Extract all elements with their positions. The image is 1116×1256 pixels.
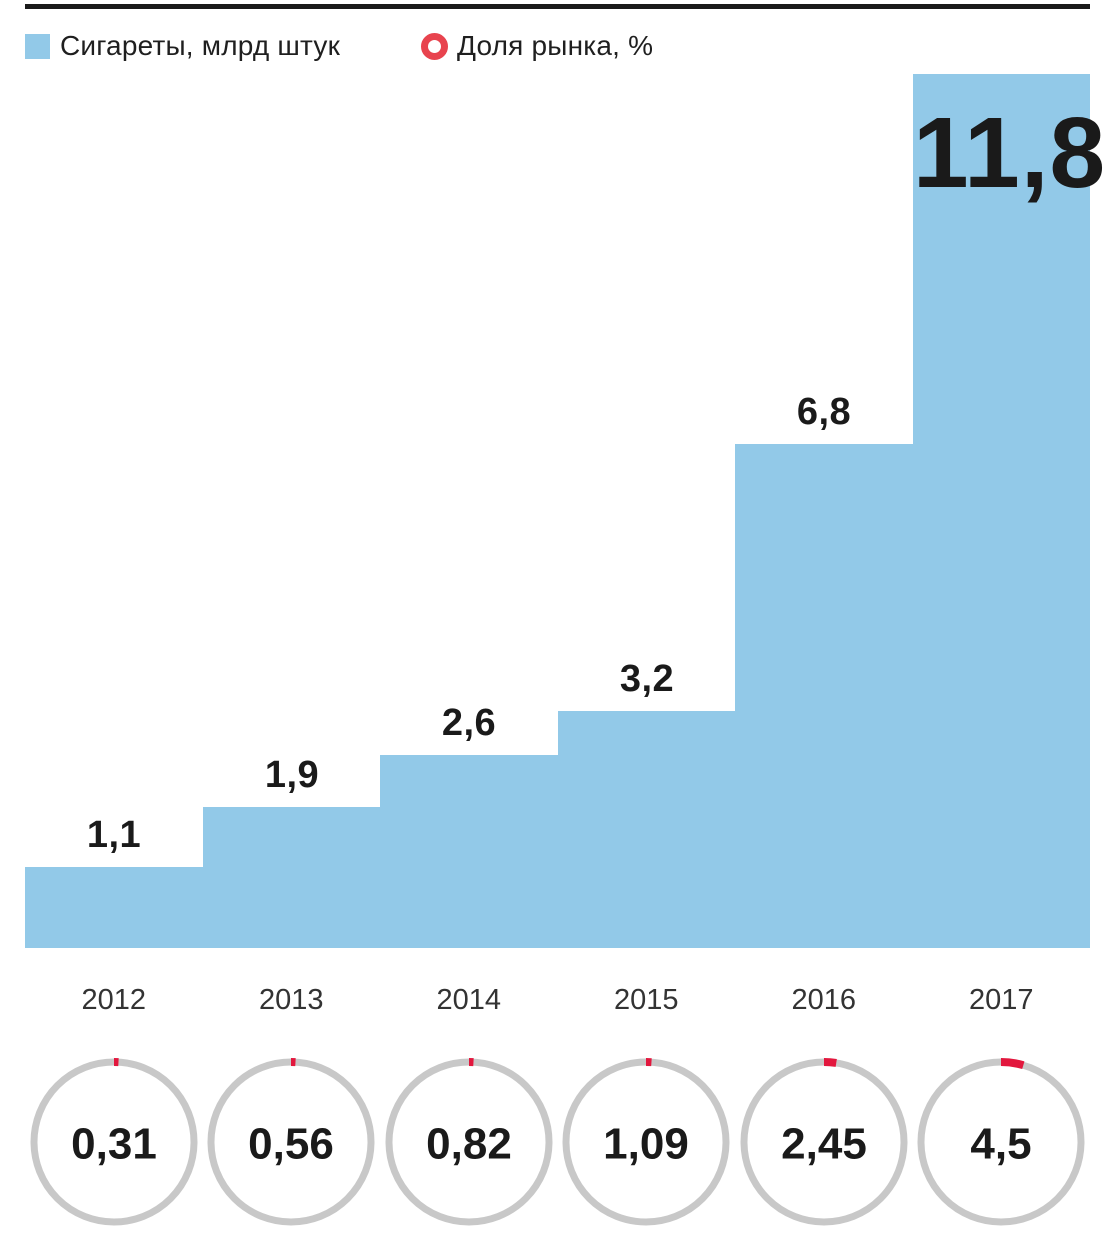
share-ring-2013: 0,56	[207, 1058, 376, 1226]
year-label-2016: 2016	[791, 984, 856, 1016]
top-rule-divider	[25, 4, 1090, 9]
share-value-label-2012: 0,31	[71, 1120, 157, 1169]
year-label-2014: 2014	[436, 984, 501, 1016]
bar-2017	[913, 74, 1090, 948]
ring-share-arc-2013	[207, 1058, 376, 1226]
ring-share-arc-2014	[384, 1058, 553, 1226]
red-ring-swatch-icon	[421, 32, 448, 60]
bar-value-label-2014: 2,6	[441, 702, 497, 744]
bar-value-label-2016: 6,8	[796, 391, 852, 433]
share-ring-2012: 0,31	[29, 1058, 198, 1226]
bar-value-label-2012: 1,1	[86, 814, 142, 856]
bar-value-label-2017: 11,8	[913, 97, 1107, 209]
year-label-2015: 2015	[613, 984, 679, 1016]
legend-label-market-share: Доля рынка, %	[457, 30, 654, 61]
share-value-label-2014: 0,82	[426, 1120, 512, 1169]
ring-share-arc-2015	[562, 1058, 731, 1226]
bar-2012	[25, 867, 204, 948]
bar-2015	[558, 711, 736, 948]
legend-label-cigarettes: Сигареты, млрд штук	[60, 30, 341, 61]
year-label-2012: 2012	[81, 984, 146, 1016]
share-ring-2016: 2,45	[739, 1058, 908, 1226]
year-label-2017: 2017	[968, 984, 1034, 1016]
share-ring-2017: 4,5	[917, 1058, 1086, 1226]
bar-value-label-2013: 1,9	[264, 754, 320, 796]
ring-share-arc-2017	[917, 1058, 1086, 1226]
ring-share-arc-2012	[29, 1058, 198, 1226]
share-value-label-2015: 1,09	[603, 1120, 689, 1169]
share-value-label-2016: 2,45	[781, 1120, 867, 1169]
bar-2016	[735, 444, 914, 948]
bar-2014	[380, 755, 559, 948]
legend-item-cigarettes: Сигареты, млрд штук	[25, 30, 340, 62]
bar-2013	[203, 807, 381, 948]
share-value-label-2017: 4,5	[971, 1120, 1032, 1169]
blue-square-swatch-icon	[25, 33, 50, 59]
x-axis-year-labels: 2012 2013 2014 2015 2016 2017	[25, 984, 1090, 1017]
bar-chart: 1,1 1,9 2,6 3,2 6,8 11,8	[25, 0, 1107, 948]
share-ring-2014: 0,82	[384, 1058, 553, 1226]
year-label-2013: 2013	[258, 984, 324, 1016]
market-share-rings: 0,31 0,56 0,82 1,09 2,45 4,5	[25, 1057, 1090, 1227]
ring-share-arc-2016	[739, 1058, 908, 1226]
share-ring-2015: 1,09	[562, 1058, 731, 1226]
share-value-label-2013: 0,56	[248, 1120, 334, 1169]
chart-legend: Сигареты, млрд штук Доля рынка, %	[25, 30, 1090, 62]
bar-value-label-2015: 3,2	[619, 658, 675, 700]
legend-item-market-share: Доля рынка, %	[421, 30, 653, 62]
